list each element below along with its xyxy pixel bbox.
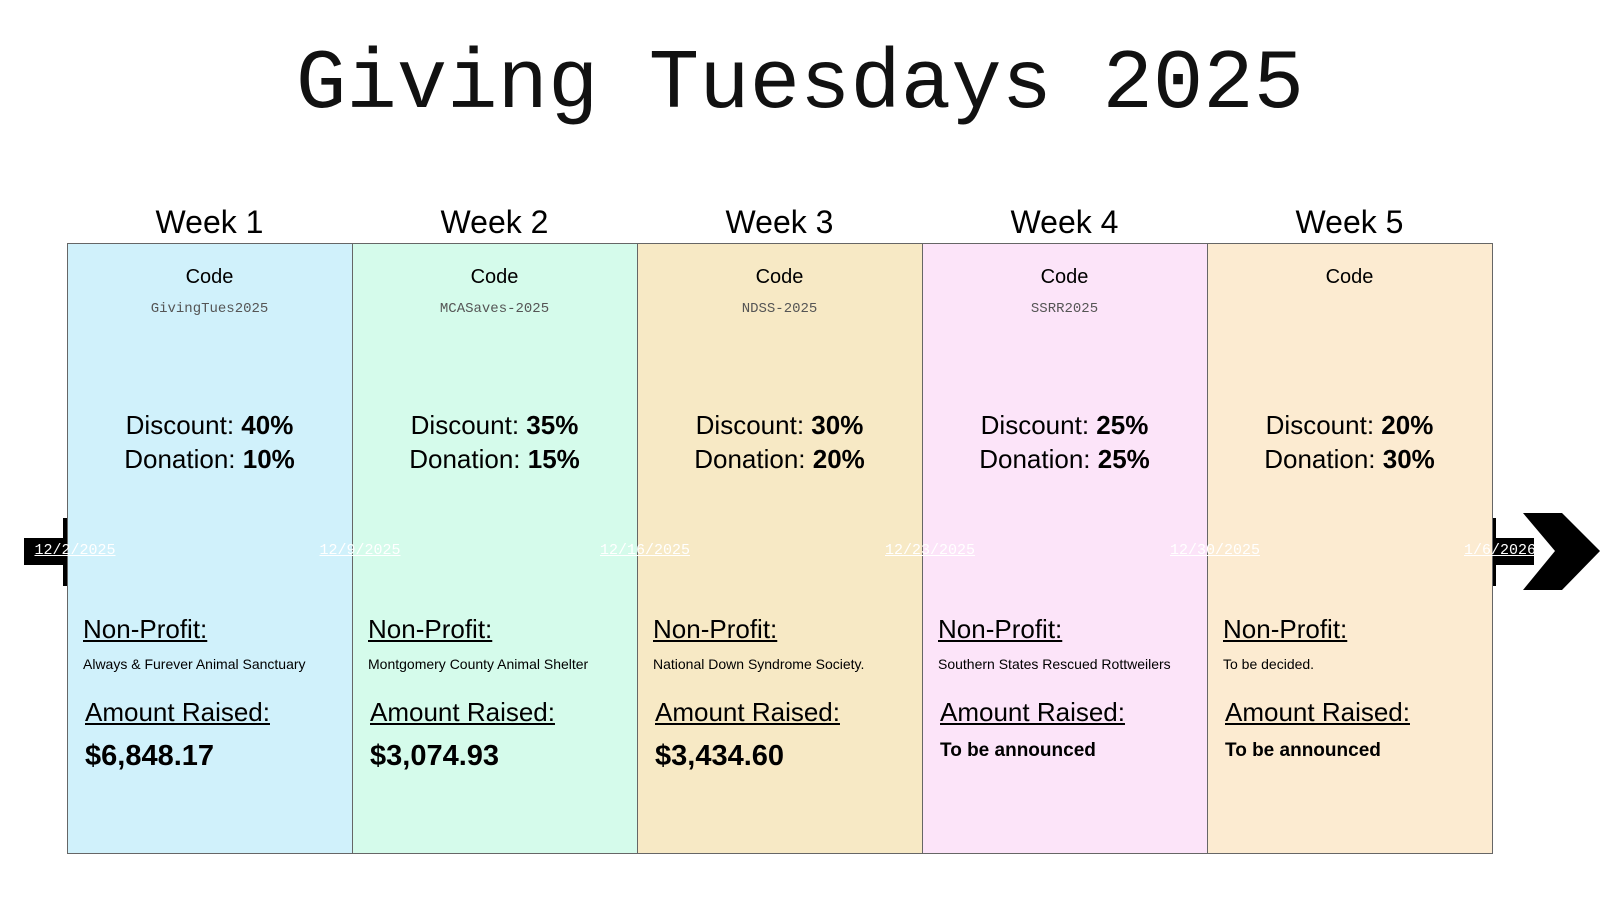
discount-label: Discount: [1265,410,1375,440]
discount: Discount: 35% [352,410,637,441]
donation-label: Donation: [694,444,806,474]
code-label: Code [185,266,234,288]
discount-label: Discount: [980,410,1090,440]
donation: Donation: 10% [67,444,352,475]
discount: Discount: 20% [1207,410,1492,441]
amount-raised: To be announced [1225,740,1381,761]
nonprofit-label: Non-Profit: [1223,614,1348,644]
donation-value: 25% [1097,444,1150,474]
donation-value: 30% [1382,444,1435,474]
week-label: Week 3 [725,204,834,240]
date-label: 12/2/2025 [34,542,116,559]
discount-label: Discount: [695,410,805,440]
code-label: Code [1040,266,1089,288]
column [922,243,1208,854]
nonprofit: Montgomery County Animal Shelter [368,656,589,672]
discount-value: 30% [811,410,864,440]
donation: Donation: 30% [1207,444,1492,475]
donation-label: Donation: [1264,444,1376,474]
donation-label: Donation: [124,444,236,474]
date-label: 1/6/2026 [1463,542,1537,559]
amount-raised: $6,848.17 [85,740,215,772]
discount: Discount: 30% [637,410,922,441]
column [67,243,353,854]
code-label: Code [470,266,519,288]
discount-value: 25% [1096,410,1149,440]
timeline-arrow [1523,513,1600,590]
nonprofit-label: Non-Profit: [938,614,1063,644]
donation: Donation: 25% [922,444,1207,475]
donation: Donation: 20% [637,444,922,475]
nonprofit: Southern States Rescued Rottweilers [938,656,1171,672]
date-label: 12/30/2025 [1169,542,1261,559]
amount-raised: To be announced [940,740,1096,761]
nonprofit: National Down Syndrome Society. [653,656,865,672]
week-label: Week 4 [1010,204,1119,240]
code: GivingTues2025 [150,301,269,317]
column [1207,243,1493,854]
date-label: 12/16/2025 [599,542,691,559]
week-label: Week 1 [155,204,264,240]
week-label: Week 2 [440,204,549,240]
date-label: 12/9/2025 [319,542,401,559]
donation-label: Donation: [979,444,1091,474]
code: SSRR2025 [1030,301,1099,317]
amount-raised: $3,434.60 [655,740,785,772]
amount-label: Amount Raised: [940,697,1125,727]
week-label: Week 5 [1295,204,1404,240]
code-label: Code [1325,266,1374,288]
discount-label: Discount: [125,410,235,440]
discount: Discount: 25% [922,410,1207,441]
donation-value: 10% [242,444,295,474]
nonprofit-label: Non-Profit: [653,614,778,644]
nonprofit: To be decided. [1223,656,1315,672]
date-label: 12/23/2025 [884,542,976,559]
donation-value: 15% [527,444,580,474]
code-label: Code [755,266,804,288]
nonprofit-label: Non-Profit: [368,614,493,644]
nonprofit-label: Non-Profit: [83,614,208,644]
amount-label: Amount Raised: [370,697,555,727]
code: MCASaves-2025 [439,301,550,317]
donation: Donation: 15% [352,444,637,475]
amount-label: Amount Raised: [655,697,840,727]
title: Giving Tuesdays 2025 [295,38,1305,133]
discount-value: 40% [241,410,294,440]
discount-value: 35% [526,410,579,440]
amount-label: Amount Raised: [1225,697,1410,727]
discount-label: Discount: [410,410,520,440]
amount-raised: $3,074.93 [370,740,500,772]
discount-value: 20% [1381,410,1434,440]
discount: Discount: 40% [67,410,352,441]
donation-value: 20% [812,444,865,474]
nonprofit: Always & Furever Animal Sanctuary [83,656,306,672]
code: NDSS-2025 [741,301,818,317]
donation-label: Donation: [409,444,521,474]
amount-label: Amount Raised: [85,697,270,727]
